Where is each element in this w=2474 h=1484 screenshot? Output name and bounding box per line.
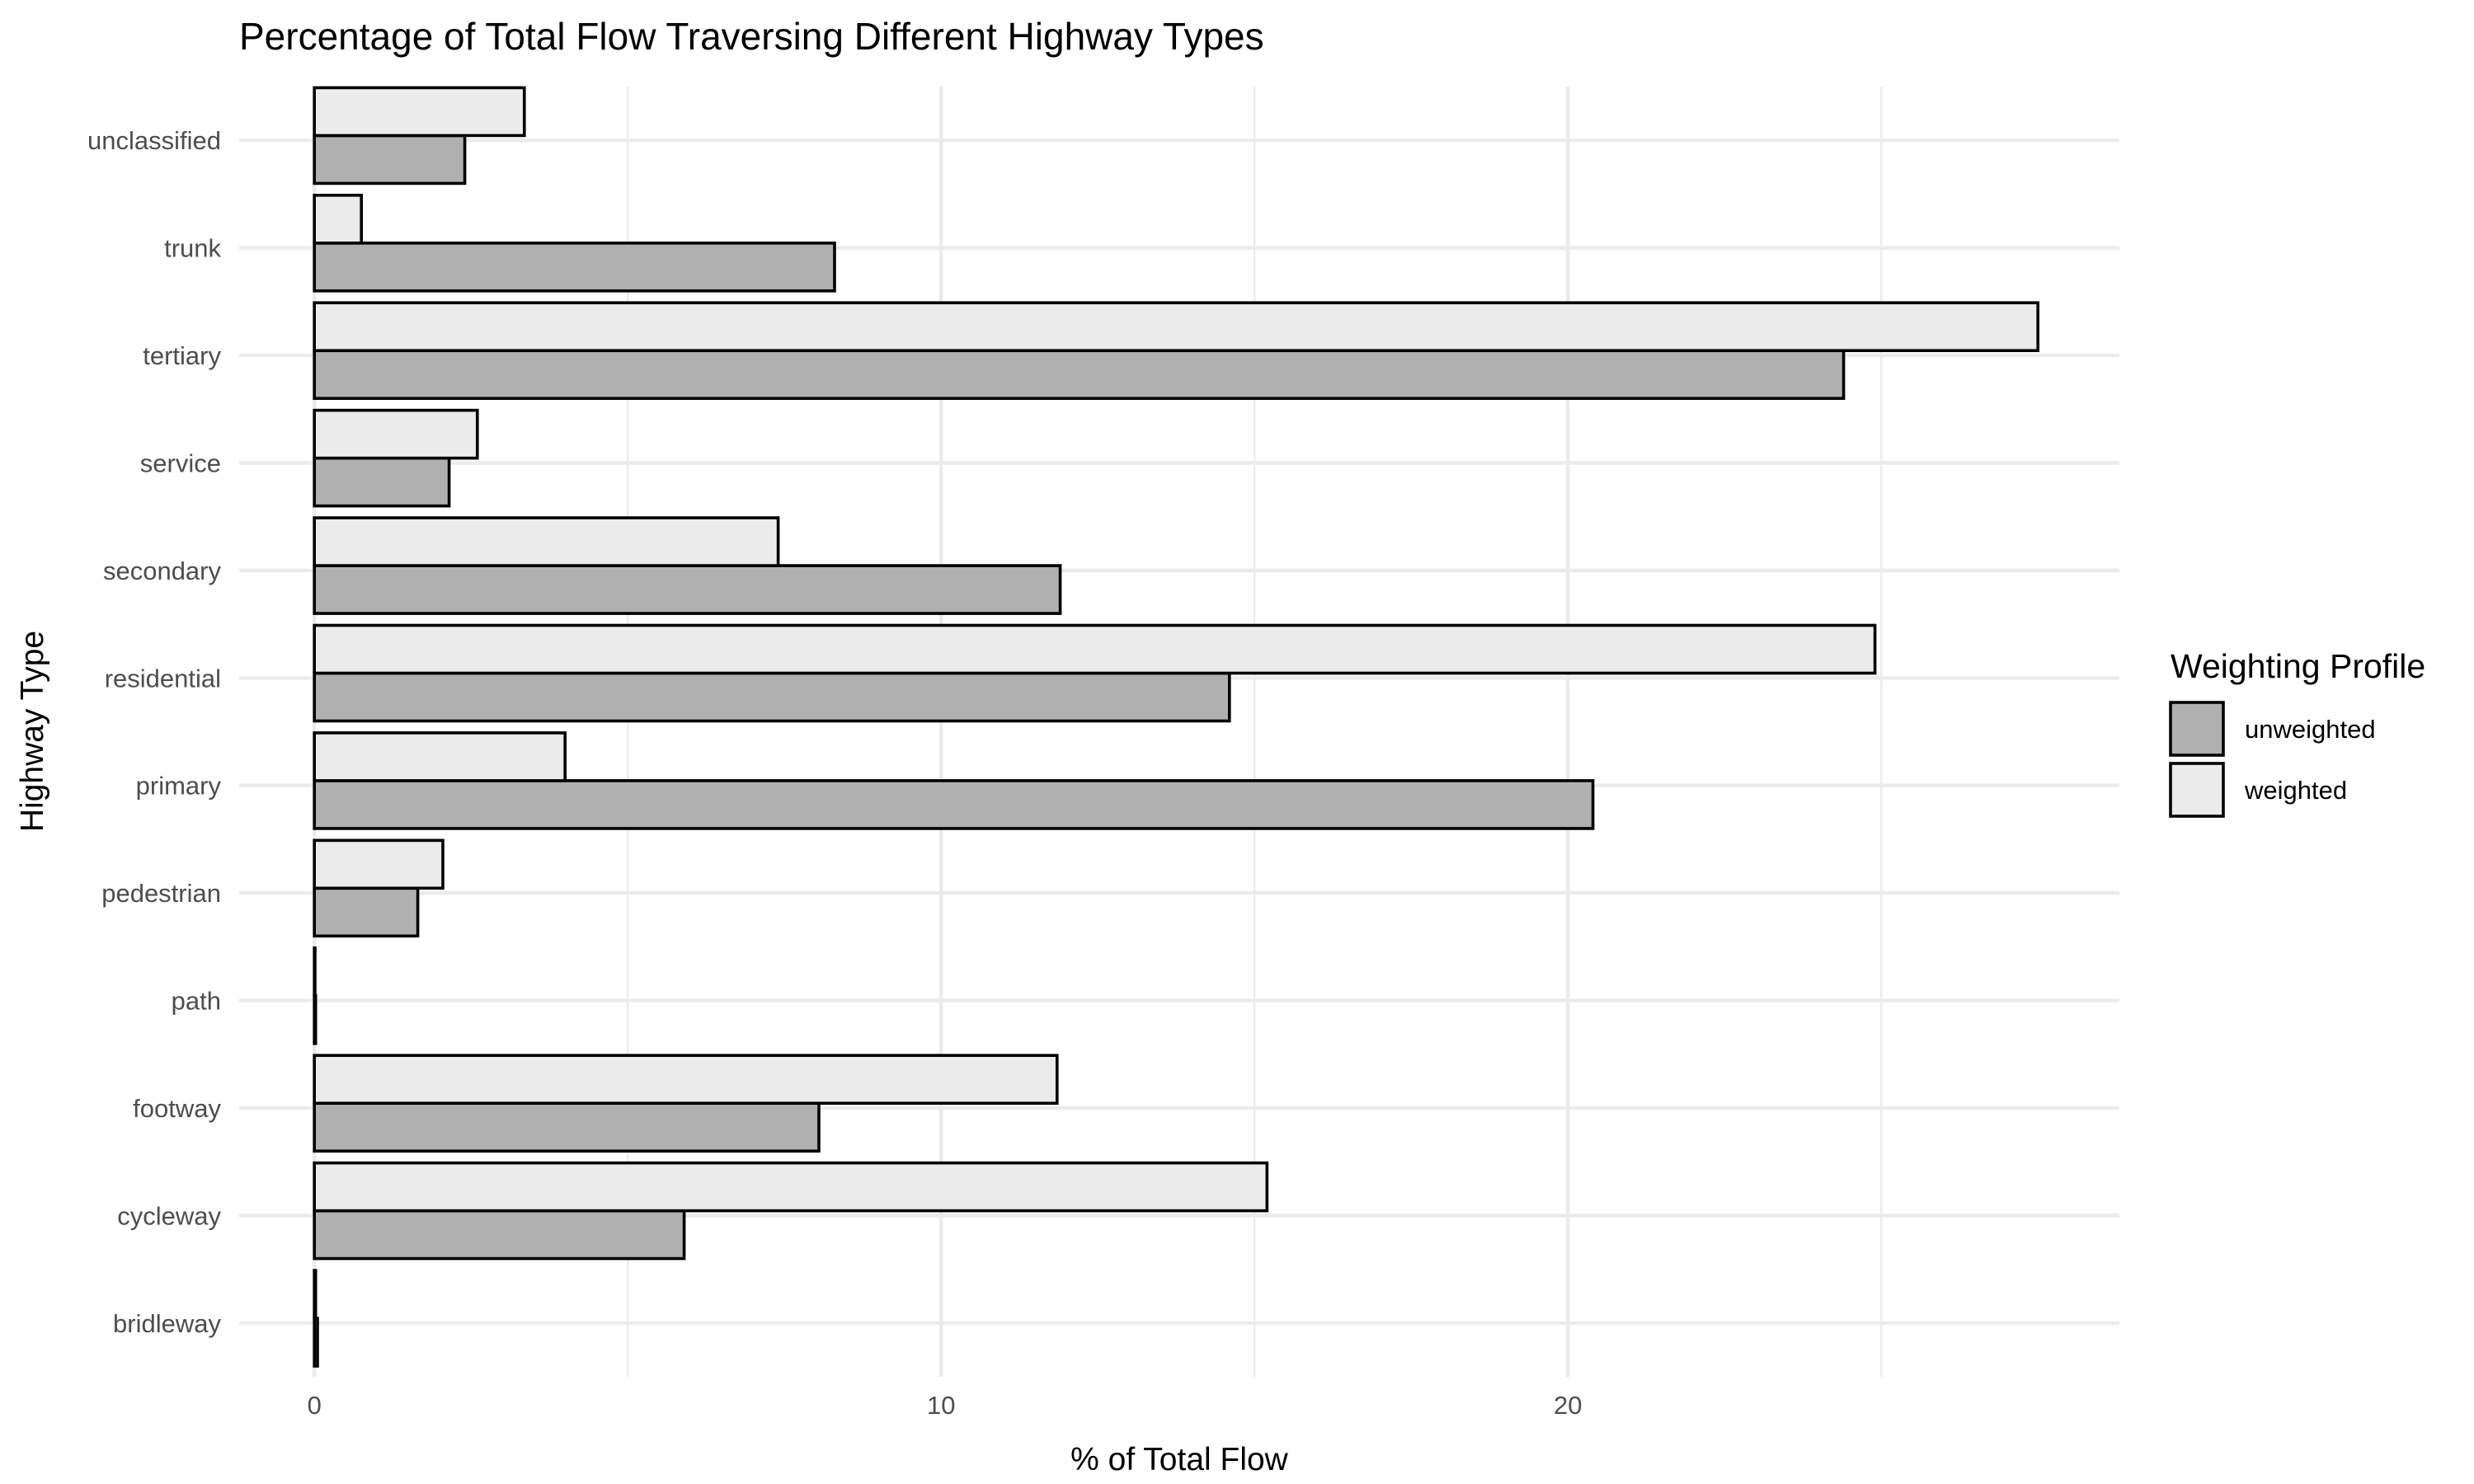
bar-bridleway-unweighted — [313, 1317, 319, 1368]
y-axis-title: Highway Type — [15, 631, 50, 832]
bar-primary-weighted — [313, 731, 567, 782]
bar-secondary-unweighted — [313, 564, 1062, 615]
y-tick-label-path: path — [172, 987, 221, 1016]
x-tick-label-20: 20 — [1554, 1391, 1582, 1420]
bar-service-weighted — [313, 408, 479, 460]
y-tick-label-bridleway: bridleway — [113, 1309, 221, 1338]
legend: Weighting Profile unweighted weighted — [2169, 647, 2425, 818]
bar-cycleway-unweighted — [313, 1209, 686, 1261]
x-axis-tick-labels: 0 10 20 — [308, 1391, 1583, 1420]
y-axis-tick-labels: bridleway cycleway footway path pedestrian pr… — [87, 126, 221, 1338]
legend-label-weighted: weighted — [2244, 776, 2347, 805]
bar-service-unweighted — [313, 456, 451, 508]
bar-footway-weighted — [313, 1054, 1059, 1105]
bar-primary-unweighted — [313, 779, 1595, 830]
y-tick-label-trunk: trunk — [164, 234, 221, 263]
y-tick-label-pedestrian: pedestrian — [101, 879, 221, 908]
bar-path-weighted — [313, 946, 317, 998]
bar-trunk-unweighted — [313, 242, 836, 293]
legend-title: Weighting Profile — [2171, 647, 2425, 685]
bar-tertiary-unweighted — [313, 349, 1846, 401]
bar-path-unweighted — [313, 993, 317, 1045]
y-tick-label-primary: primary — [136, 772, 222, 801]
bar-trunk-weighted — [313, 194, 364, 245]
chart-title: Percentage of Total Flow Traversing Diff… — [239, 15, 1264, 58]
y-tick-label-secondary: secondary — [103, 556, 222, 585]
y-tick-label-unclassified: unclassified — [87, 126, 221, 155]
y-tick-label-tertiary: tertiary — [143, 341, 221, 370]
bar-bridleway-weighted — [313, 1269, 317, 1320]
bar-cycleway-weighted — [313, 1161, 1269, 1213]
bar-secondary-weighted — [313, 516, 780, 567]
y-tick-label-residential: residential — [105, 664, 221, 693]
y-tick-label-cycleway: cycleway — [117, 1201, 221, 1230]
bar-residential-weighted — [313, 623, 1877, 675]
bar-residential-unweighted — [313, 671, 1231, 723]
bar-unclassified-unweighted — [313, 134, 467, 186]
legend-swatch-unweighted — [2169, 701, 2225, 757]
bars — [313, 86, 2040, 1368]
x-axis-title: % of Total Flow — [1070, 1442, 1289, 1477]
y-tick-label-footway: footway — [133, 1094, 221, 1123]
bar-footway-unweighted — [313, 1101, 821, 1153]
bar-tertiary-weighted — [313, 301, 2040, 353]
y-tick-label-service: service — [140, 448, 221, 477]
x-tick-label-0: 0 — [308, 1391, 322, 1420]
bar-pedestrian-weighted — [313, 838, 444, 890]
x-tick-label-10: 10 — [927, 1391, 955, 1420]
legend-label-unweighted: unweighted — [2245, 715, 2376, 744]
legend-swatch-weighted — [2169, 762, 2225, 818]
bar-pedestrian-unweighted — [313, 886, 420, 938]
bar-unclassified-weighted — [313, 86, 526, 138]
